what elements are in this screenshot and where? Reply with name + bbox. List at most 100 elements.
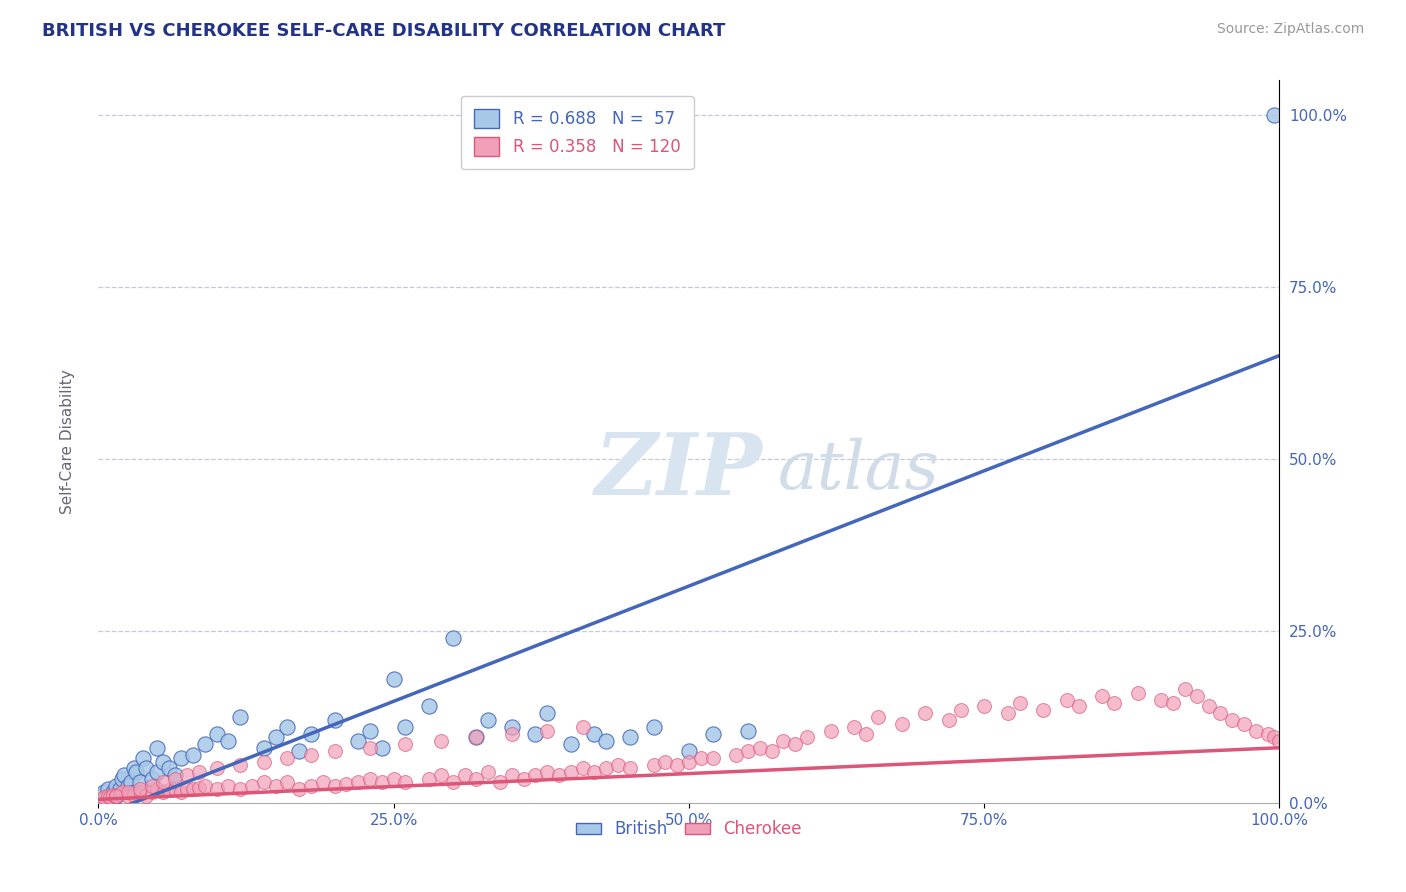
Point (276, 720, 298, 734)
Point (288, 782, 311, 797)
Point (152, 755, 174, 769)
Point (276, 751, 298, 765)
Point (240, 779, 263, 793)
Point (938, 713, 960, 727)
Point (453, 768, 475, 782)
Point (1174, 682, 1197, 697)
Point (1032, 703, 1054, 717)
Point (1209, 706, 1232, 721)
Point (571, 761, 593, 775)
Point (371, 775, 394, 789)
Point (571, 720, 593, 734)
Point (619, 731, 641, 745)
Point (725, 747, 748, 762)
Point (477, 713, 499, 727)
Point (1257, 727, 1279, 741)
Point (583, 727, 606, 741)
Point (1198, 699, 1220, 714)
Point (844, 720, 866, 734)
Point (643, 758, 665, 772)
Point (689, 751, 711, 765)
Point (152, 775, 174, 789)
Point (512, 772, 534, 786)
Point (125, 764, 148, 779)
Point (465, 731, 488, 745)
Point (264, 779, 287, 793)
Point (1102, 696, 1125, 710)
Point (135, 761, 157, 775)
Point (97, 782, 120, 797)
Point (101, 785, 124, 799)
Point (205, 782, 228, 797)
Point (501, 727, 523, 741)
Point (619, 761, 641, 775)
Point (91, 789, 114, 803)
Point (335, 776, 357, 790)
Point (536, 706, 558, 721)
Point (1244, 723, 1267, 738)
Point (772, 734, 794, 748)
Point (465, 772, 488, 786)
Point (181, 782, 204, 797)
Point (108, 787, 131, 801)
Point (157, 761, 180, 775)
Point (678, 755, 700, 769)
Point (205, 761, 228, 775)
Point (176, 782, 198, 797)
Point (666, 758, 689, 772)
Point (595, 734, 617, 748)
Point (855, 727, 877, 741)
Point (1008, 696, 1031, 710)
Point (465, 731, 488, 745)
Point (359, 772, 381, 786)
Point (737, 744, 759, 758)
Point (122, 788, 145, 802)
Point (347, 734, 370, 748)
Point (536, 764, 558, 779)
Point (489, 775, 512, 789)
Point (253, 755, 276, 769)
Point (359, 723, 381, 738)
Point (418, 699, 440, 714)
Point (866, 710, 889, 724)
Point (548, 768, 571, 782)
Point (111, 785, 134, 799)
Point (1126, 686, 1149, 700)
Point (347, 775, 370, 789)
Point (108, 782, 131, 797)
Point (98, 789, 121, 803)
Point (299, 779, 322, 793)
Point (430, 734, 453, 748)
Point (394, 775, 416, 789)
Point (122, 785, 145, 799)
Point (654, 755, 676, 769)
Point (441, 631, 464, 645)
Point (105, 789, 128, 803)
Point (135, 789, 157, 803)
Point (1233, 716, 1256, 731)
Point (128, 775, 150, 789)
Point (105, 779, 128, 793)
Point (949, 703, 972, 717)
Point (117, 779, 139, 793)
Point (702, 727, 724, 741)
Point (1263, 108, 1285, 122)
Legend: British, Cherokee: British, Cherokee (569, 814, 808, 845)
Point (371, 740, 394, 755)
Point (299, 747, 322, 762)
Point (678, 744, 700, 758)
Point (229, 710, 252, 724)
Point (1263, 731, 1285, 745)
Point (170, 785, 193, 799)
Point (1056, 692, 1078, 706)
Point (524, 768, 547, 782)
Point (93, 785, 115, 799)
Point (323, 744, 346, 758)
Point (382, 672, 405, 686)
Point (394, 737, 416, 751)
Point (122, 761, 145, 775)
Point (501, 720, 523, 734)
Point (141, 785, 163, 799)
Point (761, 744, 783, 758)
Point (323, 713, 346, 727)
